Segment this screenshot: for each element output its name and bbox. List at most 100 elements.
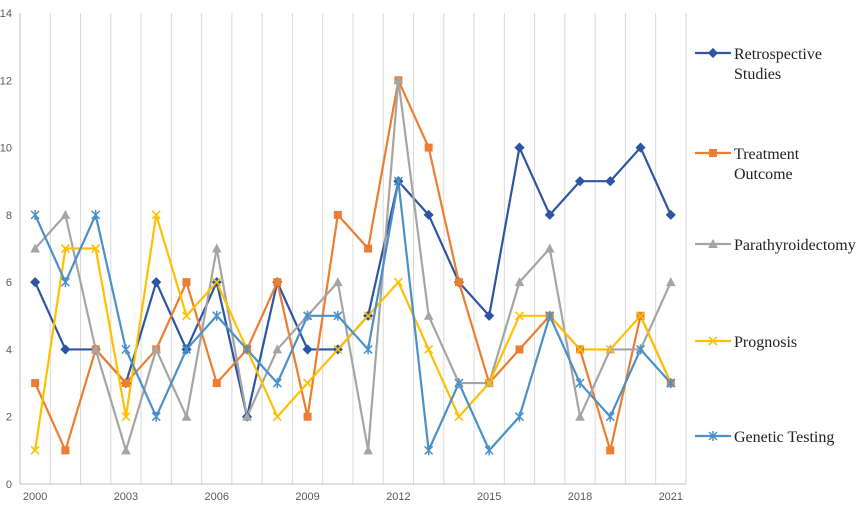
legend-label: Genetic Testing xyxy=(734,429,834,446)
axes xyxy=(19,13,686,485)
data-point-marker xyxy=(574,176,586,187)
data-point-marker xyxy=(333,277,343,287)
data-point-marker xyxy=(302,378,313,388)
data-point-marker xyxy=(212,277,222,287)
data-point-marker xyxy=(636,344,646,355)
y-tick-label: 14 xyxy=(0,8,12,20)
data-point-marker xyxy=(151,210,161,220)
data-point-marker xyxy=(90,344,101,354)
data-point-marker xyxy=(211,243,222,253)
data-point-marker xyxy=(364,244,373,253)
data-point-marker xyxy=(363,344,373,355)
data-point-marker xyxy=(242,411,252,421)
data-point-marker xyxy=(484,310,495,321)
x-tick-label: 2000 xyxy=(23,491,47,503)
data-point-marker xyxy=(424,445,434,456)
data-point-marker xyxy=(393,75,404,85)
data-point-marker xyxy=(665,209,676,220)
data-point-marker xyxy=(181,411,192,421)
data-point-marker xyxy=(708,239,718,248)
data-point-marker xyxy=(514,277,525,287)
data-point-marker xyxy=(423,310,434,320)
data-point-marker xyxy=(606,446,615,455)
data-point-marker xyxy=(454,378,464,389)
data-point-marker xyxy=(30,243,40,253)
data-point-marker xyxy=(707,47,719,59)
data-point-marker xyxy=(60,243,70,254)
data-point-marker xyxy=(303,412,312,421)
y-tick-label: 6 xyxy=(6,277,12,289)
data-point-marker xyxy=(514,411,524,422)
data-point-marker xyxy=(121,412,131,422)
legend-label: Treatment xyxy=(734,146,800,163)
data-point-marker xyxy=(393,176,403,187)
data-point-marker xyxy=(333,210,342,219)
data-point-marker xyxy=(544,243,555,253)
legend-label: Studies xyxy=(734,66,781,83)
data-point-marker xyxy=(515,345,524,354)
data-point-marker xyxy=(272,412,282,422)
data-point-marker xyxy=(484,378,494,388)
data-point-marker xyxy=(121,445,131,455)
data-point-marker xyxy=(212,310,222,321)
data-point-marker xyxy=(273,278,282,287)
data-point-marker xyxy=(575,344,585,354)
data-point-marker xyxy=(242,344,252,355)
data-point-marker xyxy=(31,379,40,388)
data-point-marker xyxy=(605,176,616,187)
data-point-marker xyxy=(91,209,101,220)
y-tick-label: 2 xyxy=(6,412,12,424)
data-point-marker xyxy=(121,344,131,355)
data-point-marker xyxy=(575,411,585,421)
data-point-marker xyxy=(605,344,615,354)
grid-lines xyxy=(19,13,687,484)
data-point-marker xyxy=(454,278,463,287)
data-point-marker xyxy=(545,310,555,321)
series-lines xyxy=(34,79,672,452)
data-point-marker xyxy=(635,142,646,153)
x-tick-label: 2006 xyxy=(205,491,229,503)
data-point-marker xyxy=(666,378,676,389)
data-point-marker xyxy=(30,209,40,220)
x-tick-label: 2018 xyxy=(568,491,592,503)
x-axis-ticks: 2000 2003 2006 2009 2012 2015 2018 2021 xyxy=(23,491,683,503)
data-point-marker xyxy=(151,411,161,422)
data-point-marker xyxy=(575,378,585,389)
data-point-marker xyxy=(30,277,41,288)
data-point-marker xyxy=(605,411,615,422)
x-tick-label: 2012 xyxy=(386,491,410,503)
data-point-marker xyxy=(60,209,71,219)
data-point-marker xyxy=(151,344,162,354)
legend: Retrospective Studies Treatment Outcome Para… xyxy=(695,46,856,446)
data-point-marker xyxy=(708,336,718,346)
data-point-marker xyxy=(666,277,676,287)
data-point-marker xyxy=(514,142,525,153)
y-tick-label: 8 xyxy=(6,210,12,222)
data-point-marker xyxy=(514,311,525,321)
y-tick-label: 10 xyxy=(0,143,12,155)
data-point-marker xyxy=(212,379,221,388)
data-point-marker xyxy=(272,378,282,389)
x-tick-label: 2003 xyxy=(114,491,138,503)
data-point-marker xyxy=(708,431,718,441)
data-point-marker xyxy=(635,311,646,321)
data-point-marker xyxy=(333,344,343,354)
series-markers xyxy=(30,75,676,456)
data-point-marker xyxy=(709,149,717,157)
series-line xyxy=(34,180,672,452)
y-tick-label: 4 xyxy=(6,344,12,356)
data-point-marker xyxy=(333,310,343,321)
data-point-marker xyxy=(424,143,433,152)
data-point-marker xyxy=(423,209,434,220)
data-point-marker xyxy=(363,311,373,321)
data-point-marker xyxy=(484,445,494,456)
data-point-marker xyxy=(181,344,192,355)
data-point-marker xyxy=(272,344,283,354)
data-point-marker xyxy=(303,310,313,321)
data-point-marker xyxy=(302,344,313,355)
legend-label: Parathyroidectomy xyxy=(734,237,856,254)
data-point-marker xyxy=(454,412,464,422)
data-point-marker xyxy=(30,445,40,455)
x-tick-label: 2015 xyxy=(477,491,501,503)
y-tick-label: 0 xyxy=(6,479,12,491)
